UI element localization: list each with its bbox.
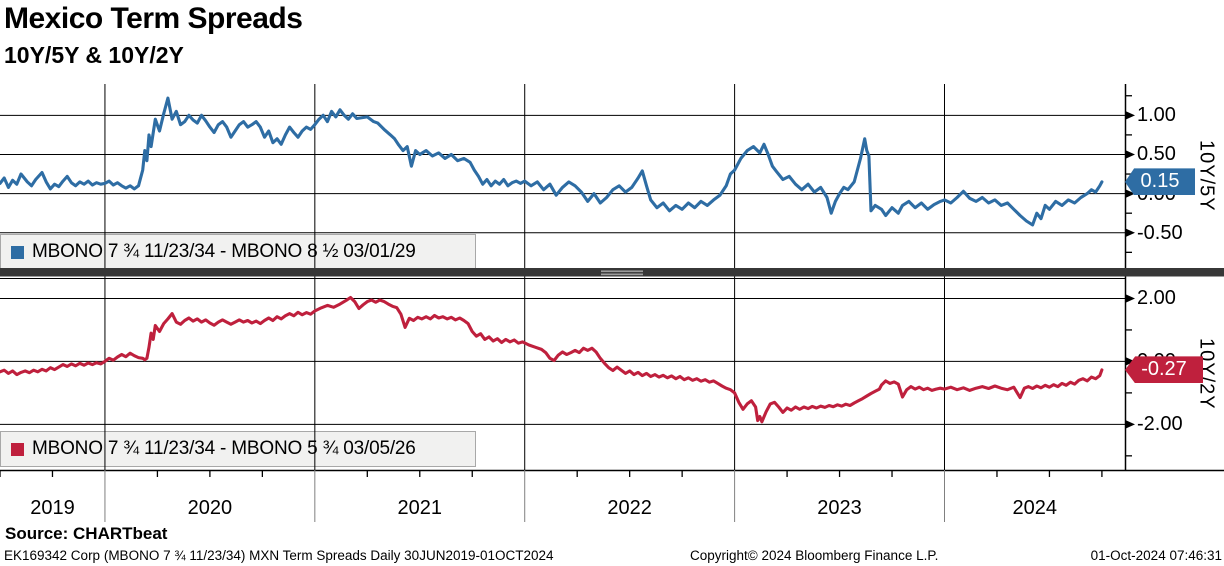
ytick-label-10y/5y: 0.50 <box>1137 143 1176 166</box>
ytick-arrow-icon <box>1125 149 1135 159</box>
x-axis-label-2021: 2021 <box>397 497 443 519</box>
ytick-label-10y/2y: 2.00 <box>1137 287 1176 310</box>
legend-swatch-blue-icon <box>11 245 24 259</box>
legend-swatch-red-icon <box>11 442 24 456</box>
x-axis-label-2022: 2022 <box>607 497 652 519</box>
last-value-badge-10y2y: -0.27 <box>1125 356 1203 384</box>
series-line-10y/5y <box>0 96 1104 227</box>
legend-bottom-label: MBONO 7 ¾ 11/23/34 - MBONO 5 ¾ 03/05/26 <box>32 438 416 459</box>
ytick-arrow-icon <box>1125 419 1135 429</box>
last-value-badge-10y5y: 0.15 <box>1125 168 1195 196</box>
x-axis-label-2020: 2020 <box>187 497 233 519</box>
page-subtitle: 10Y/5Y & 10Y/2Y <box>4 42 184 68</box>
source-line: Source: CHARTbeat <box>5 524 168 543</box>
ytick-arrow-icon <box>1125 293 1135 303</box>
ytick-arrow-icon <box>1125 228 1135 238</box>
x-axis-label-2024: 2024 <box>1012 497 1057 519</box>
legend-top-panel: MBONO 7 ¾ 11/23/34 - MBONO 8 ½ 03/01/29 <box>0 234 476 270</box>
separator-grip-icon <box>601 270 643 273</box>
ytick-label-10y/5y: -0.50 <box>1137 221 1183 244</box>
ytick-label-10y/2y: -2.00 <box>1137 413 1183 436</box>
axis-title-10y5y: 10Y/5Y <box>1195 140 1218 212</box>
legend-bottom-panel: MBONO 7 ¾ 11/23/34 - MBONO 5 ¾ 03/05/26 <box>0 431 476 467</box>
axis-title-10y2y: 10Y/2Y <box>1195 338 1218 410</box>
ytick-label-10y/5y: 1.00 <box>1137 104 1176 127</box>
footer-timestamp: 01-Oct-2024 07:46:31 <box>1090 548 1222 563</box>
x-axis-label-2019: 2019 <box>30 497 75 519</box>
series-line-10y/2y <box>0 295 1104 424</box>
x-axis-label-2023: 2023 <box>817 497 862 519</box>
page-title: Mexico Term Spreads <box>4 2 303 35</box>
footer-security-info: EK169342 Corp (MBONO 7 ¾ 11/23/34) MXN T… <box>4 548 554 563</box>
separator-grip-icon <box>601 273 643 276</box>
legend-top-label: MBONO 7 ¾ 11/23/34 - MBONO 8 ½ 03/01/29 <box>32 241 416 262</box>
footer-copyright: Copyright© 2024 Bloomberg Finance L.P. <box>690 548 939 563</box>
ytick-arrow-icon <box>1125 110 1135 120</box>
